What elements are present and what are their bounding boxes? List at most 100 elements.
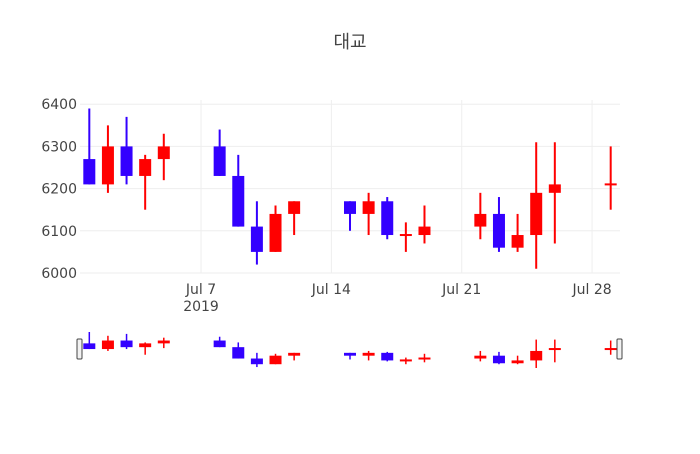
- slider-candle-body: [213, 340, 226, 348]
- slider-candle: [250, 352, 263, 368]
- slider-candle: [344, 352, 356, 360]
- candle-decreasing: [381, 197, 394, 240]
- candle-body: [120, 146, 133, 176]
- x-tick-label: Jul 14: [311, 282, 351, 298]
- candle-body: [344, 201, 356, 214]
- range-slider-right-handle[interactable]: [616, 338, 623, 360]
- slider-candle: [120, 333, 133, 350]
- slider-candle: [548, 339, 561, 363]
- slider-candle: [604, 340, 617, 355]
- slider-candle: [418, 353, 431, 363]
- candle-increasing: [548, 142, 561, 244]
- candle-body: [548, 184, 561, 193]
- slider-candle-body: [250, 358, 263, 365]
- candle-body: [250, 226, 263, 252]
- slider-candle-body: [288, 352, 301, 356]
- candle-decreasing: [120, 116, 133, 185]
- y-tick-label: 6400: [41, 97, 77, 113]
- candle-increasing: [511, 213, 524, 252]
- candle-increasing: [474, 192, 487, 240]
- slider-candle-body: [399, 359, 412, 362]
- candle-body: [604, 183, 617, 186]
- range-slider[interactable]: [76, 332, 623, 368]
- x-year-label: 2019: [183, 299, 219, 315]
- slider-candle: [213, 336, 226, 348]
- slider-candle: [232, 342, 245, 359]
- candle-increasing: [604, 146, 617, 210]
- slider-candle-body: [492, 355, 505, 364]
- slider-candle: [139, 342, 152, 355]
- candle-increasing: [139, 154, 152, 210]
- slider-candle: [157, 337, 170, 349]
- candle-body: [157, 146, 170, 160]
- slider-candle: [474, 350, 487, 362]
- slider-candle-body: [530, 350, 543, 361]
- slider-candle-body: [362, 352, 375, 356]
- candle-body: [213, 146, 226, 176]
- slider-candle-body: [139, 343, 152, 348]
- candle-increasing: [157, 133, 170, 181]
- candle-body: [530, 192, 543, 236]
- slider-candle: [530, 339, 543, 368]
- y-tick-label: 6100: [41, 224, 77, 240]
- candle-increasing: [288, 201, 301, 236]
- slider-candle-body: [418, 357, 431, 360]
- candle-body: [381, 201, 394, 236]
- candle-body: [474, 213, 487, 227]
- slider-candle-body: [120, 340, 133, 348]
- candle-decreasing: [344, 201, 356, 231]
- slider-candle-body: [381, 352, 394, 361]
- slider-candle-body: [83, 343, 96, 350]
- candle-body: [232, 175, 245, 227]
- y-tick-label: 6200: [41, 182, 77, 198]
- slider-candle-body: [511, 360, 524, 364]
- slider-candle: [511, 355, 524, 365]
- slider-candle: [83, 332, 96, 350]
- candle-decreasing: [83, 108, 96, 185]
- slider-candle: [101, 335, 114, 351]
- candle-body: [418, 226, 431, 236]
- slider-candle-body: [474, 355, 487, 359]
- range-slider-left-handle[interactable]: [76, 338, 83, 360]
- candle-increasing: [269, 205, 282, 252]
- y-axis: 6000 6100 6200 6300 6400: [41, 97, 77, 282]
- candle-decreasing: [492, 197, 505, 252]
- candle-body: [139, 159, 152, 176]
- slider-candle-body: [157, 340, 170, 344]
- slider-candle-body: [548, 348, 561, 351]
- y-tick-label: 6300: [41, 139, 77, 155]
- x-tick-label: Jul 7: [185, 282, 216, 298]
- x-tick-label: Jul 28: [571, 282, 611, 298]
- slider-candle-body: [269, 355, 282, 365]
- slider-candle-body: [604, 348, 617, 351]
- slider-candle-body: [344, 352, 356, 356]
- candle-increasing: [399, 222, 412, 252]
- candle-body: [492, 213, 505, 248]
- range-slider-bg: [80, 332, 620, 368]
- slider-candle: [492, 351, 505, 365]
- slider-candle: [288, 352, 301, 361]
- candles: [83, 108, 617, 269]
- slider-candle: [399, 357, 412, 365]
- candle-increasing: [418, 205, 431, 244]
- x-axis: Jul 7 Jul 14 Jul 21 Jul 28 2019: [183, 282, 611, 315]
- y-tick-label: 6000: [41, 266, 77, 282]
- candle-decreasing: [250, 201, 263, 265]
- candle-decreasing: [232, 154, 245, 227]
- candle-body: [101, 146, 114, 185]
- slider-candle: [362, 350, 375, 361]
- candle-body: [362, 201, 375, 214]
- slider-candle-body: [101, 340, 114, 350]
- candle-body: [269, 213, 282, 252]
- grid-lines: [80, 100, 620, 274]
- candle-increasing: [101, 125, 114, 193]
- chart-title: 대교: [333, 32, 366, 53]
- candle-body: [83, 159, 96, 185]
- candle-increasing: [362, 192, 375, 236]
- candle-decreasing: [213, 129, 226, 176]
- slider-candle: [269, 353, 282, 365]
- x-tick-label: Jul 21: [441, 282, 481, 298]
- candle-body: [288, 201, 301, 214]
